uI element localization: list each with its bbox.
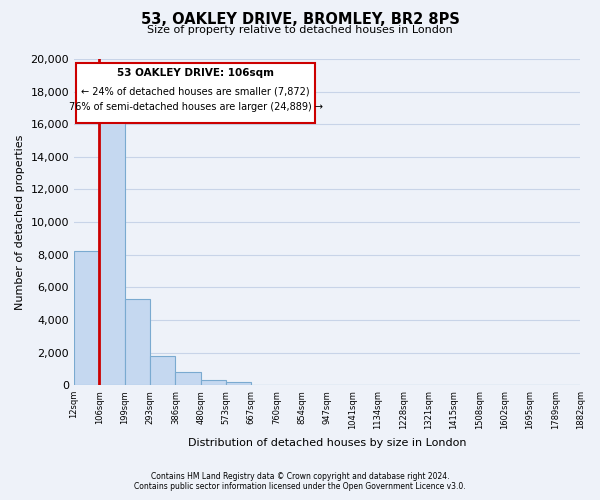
Bar xyxy=(175,372,200,385)
Bar xyxy=(226,382,251,385)
Text: ← 24% of detached houses are smaller (7,872): ← 24% of detached houses are smaller (7,… xyxy=(81,86,310,96)
Bar xyxy=(125,298,150,385)
Bar xyxy=(200,380,226,385)
Text: 53 OAKLEY DRIVE: 106sqm: 53 OAKLEY DRIVE: 106sqm xyxy=(117,68,274,78)
Bar xyxy=(74,252,100,385)
X-axis label: Distribution of detached houses by size in London: Distribution of detached houses by size … xyxy=(188,438,467,448)
Text: Contains public sector information licensed under the Open Government Licence v3: Contains public sector information licen… xyxy=(134,482,466,491)
Bar xyxy=(150,356,175,385)
Bar xyxy=(100,114,125,385)
Text: 76% of semi-detached houses are larger (24,889) →: 76% of semi-detached houses are larger (… xyxy=(68,102,323,113)
Text: Contains HM Land Registry data © Crown copyright and database right 2024.: Contains HM Land Registry data © Crown c… xyxy=(151,472,449,481)
Text: 53, OAKLEY DRIVE, BROMLEY, BR2 8PS: 53, OAKLEY DRIVE, BROMLEY, BR2 8PS xyxy=(140,12,460,28)
Y-axis label: Number of detached properties: Number of detached properties xyxy=(15,134,25,310)
Text: Size of property relative to detached houses in London: Size of property relative to detached ho… xyxy=(147,25,453,35)
